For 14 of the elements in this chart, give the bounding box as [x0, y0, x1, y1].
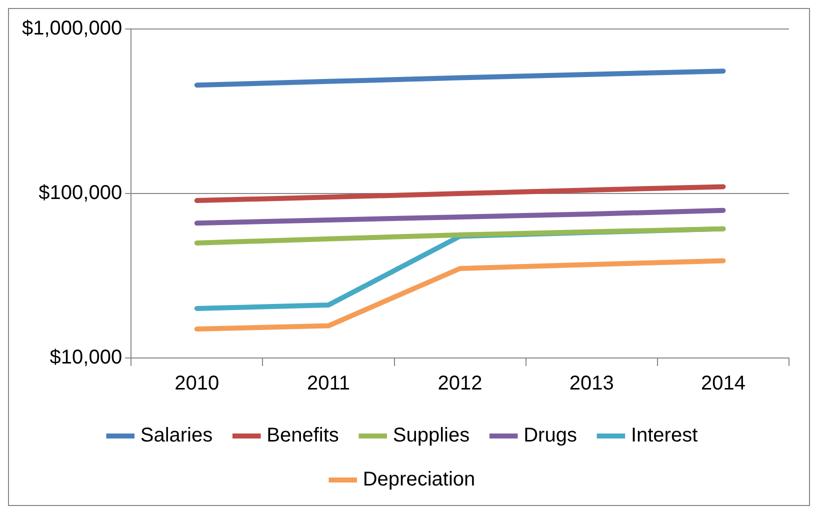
legend-label: Benefits	[266, 424, 339, 447]
y-tick-label: $1,000,000	[22, 18, 122, 40]
x-tick-label: 2012	[438, 372, 482, 395]
x-tick-label: 2011	[306, 372, 350, 395]
legend-label: Depreciation	[362, 468, 476, 491]
legend-label: Interest	[630, 424, 698, 447]
y-tick-label: $100,000	[38, 182, 122, 204]
legend-label: Drugs	[524, 424, 577, 447]
x-tick-label: 2014	[700, 372, 746, 395]
y-tick-label: $10,000	[50, 346, 122, 369]
x-tick-label: 2010	[174, 372, 220, 395]
x-tick-label: 2013	[569, 372, 614, 395]
legend-label: Salaries	[140, 424, 213, 447]
legend-label: Supplies	[392, 424, 470, 447]
